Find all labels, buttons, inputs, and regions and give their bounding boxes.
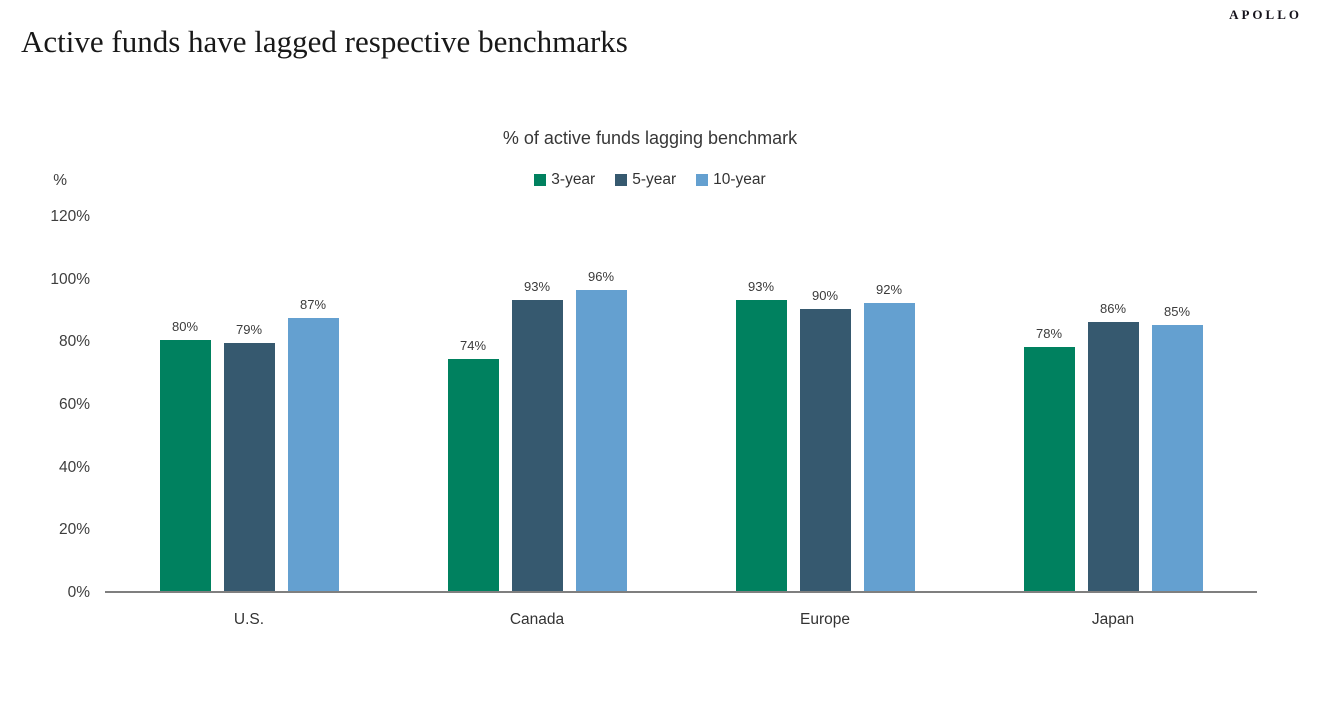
bar-value-label-europe-5-year: 90% [811, 288, 839, 303]
y-tick-label-20: 20% [58, 521, 90, 539]
x-axis-label-u-s: U.S. [233, 611, 265, 628]
bar-japan-10-year [1151, 325, 1203, 591]
bar-value-label-japan-5-year: 86% [1099, 301, 1127, 316]
bar-europe-5-year [799, 309, 851, 591]
y-axis: 0% 20% 40% 60% 80% 100% 120% [20, 208, 90, 601]
bar-value-label-u-s-10-year: 87% [299, 297, 327, 312]
bar-value-label-japan-10-year: 85% [1163, 304, 1191, 319]
x-axis-label-europe: Europe [800, 611, 850, 628]
chart-title: % of active funds lagging benchmark [502, 128, 798, 148]
x-axis-label-japan: Japan [1091, 611, 1135, 628]
legend-item-10-year: 10-year [696, 171, 766, 189]
bar-canada-5-year [511, 300, 563, 591]
bar-value-label-u-s-5-year: 79% [235, 322, 263, 337]
bar-europe-10-year [863, 303, 915, 591]
y-tick-label-60: 60% [58, 396, 90, 413]
bar-japan-5-year [1087, 322, 1139, 591]
bar-u-s-3-year [159, 340, 211, 591]
y-tick-label-40: 40% [58, 458, 90, 476]
legend-label: 3-year [551, 171, 596, 188]
apollo-logo: APOLLO [1229, 7, 1302, 22]
bar-value-label-canada-5-year: 93% [523, 279, 551, 294]
bar-value-label-canada-10-year: 96% [587, 269, 615, 284]
legend-item-5-year: 5-year [615, 171, 676, 189]
bar-u-s-5-year [223, 343, 275, 591]
bar-canada-10-year [575, 290, 627, 591]
legend-swatch-5-year [615, 174, 628, 186]
y-tick-label-80: 80% [58, 333, 90, 351]
legend-label: 10-year [713, 171, 766, 188]
bar-value-label-u-s-3-year: 80% [171, 319, 199, 334]
bar-value-label-japan-3-year: 78% [1035, 326, 1063, 341]
y-tick-label-0: 0% [67, 584, 90, 601]
y-tick-label-120: 120% [50, 208, 90, 225]
bar-value-label-europe-10-year: 92% [875, 282, 903, 297]
bar-europe-3-year [735, 300, 787, 591]
legend-swatch-3-year [534, 174, 547, 186]
bar-japan-3-year [1023, 347, 1075, 591]
x-axis-label-canada: Canada [509, 611, 565, 628]
legend-swatch-10-year [696, 174, 709, 186]
legend-item-3-year: 3-year [534, 171, 595, 189]
page-title: Active funds have lagged respective benc… [21, 24, 628, 59]
bar-value-label-canada-3-year: 74% [459, 338, 487, 353]
bar-value-label-europe-3-year: 93% [747, 279, 775, 294]
plot-area: U.S. 80% 79% 87% Canada 74% 93% 96% Europe 93% 90%… [105, 217, 1257, 628]
bar-u-s-10-year [287, 318, 339, 591]
y-tick-label-100: 100% [50, 270, 90, 288]
y-axis-unit-label: % [53, 172, 67, 189]
legend-label: 5-year [632, 171, 677, 188]
chart-legend: 3-year 5-year 10-year [0, 171, 1300, 191]
bar-canada-3-year [447, 359, 499, 591]
